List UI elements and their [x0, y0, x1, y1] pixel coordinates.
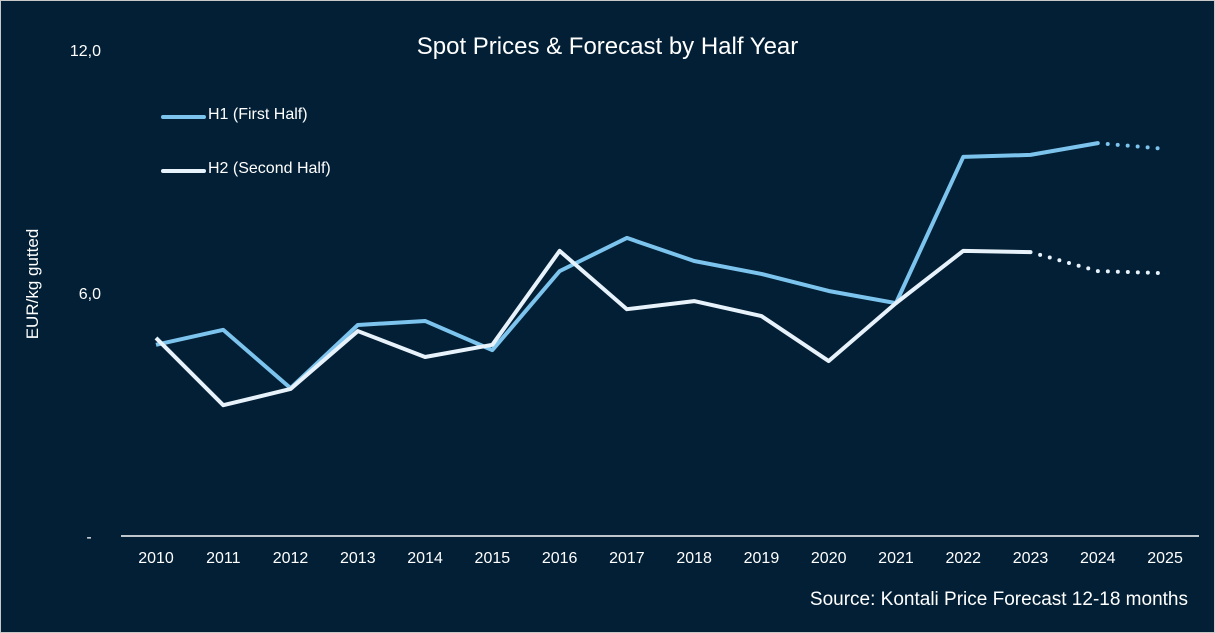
x-tick-label: 2011 — [206, 550, 241, 567]
series-forecast-h1 — [1095, 141, 1168, 151]
source-note: Source: Kontali Price Forecast 12-18 mon… — [809, 589, 1188, 610]
x-tick-label: 2012 — [273, 550, 309, 567]
y-tick-label: 6,0 — [79, 286, 101, 303]
x-tick-label: 2023 — [1013, 550, 1049, 567]
x-tick-label: 2016 — [542, 550, 578, 567]
y-tick-label: 12,0 — [70, 43, 101, 60]
chart-title: Spot Prices & Forecast by Half Year — [416, 33, 799, 60]
x-tick-label: 2021 — [878, 550, 914, 567]
series-forecast-h2 — [1028, 250, 1168, 276]
legend-h2: H2 (Second Half) — [208, 160, 331, 177]
series-line-h1 — [155, 141, 1099, 391]
legend-h1: H1 (First Half) — [208, 106, 308, 123]
x-tick-label: 2010 — [138, 550, 174, 567]
x-tick-label: 2013 — [340, 550, 376, 567]
x-tick-label: 2015 — [475, 550, 511, 567]
x-tick-label: 2018 — [676, 550, 712, 567]
x-tick-label: 2014 — [407, 550, 443, 567]
x-tick-label: 2022 — [945, 550, 981, 567]
y-tick-label: - — [86, 529, 91, 546]
x-tick-label: 2017 — [609, 550, 645, 567]
y-axis-label: EUR/kg gutted — [23, 228, 42, 340]
series-line-h2 — [154, 248, 1031, 408]
x-tick-label: 2024 — [1080, 550, 1116, 567]
x-tick-label: 2019 — [744, 550, 780, 567]
x-tick-label: 2025 — [1147, 550, 1183, 567]
x-tick-label: 2020 — [811, 550, 847, 567]
